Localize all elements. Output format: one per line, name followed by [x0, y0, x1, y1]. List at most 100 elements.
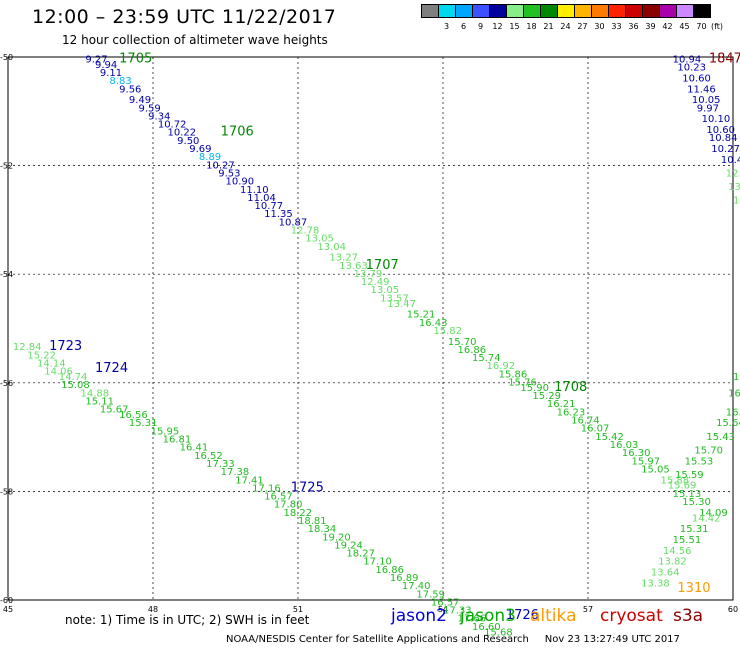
swh-value: 9.34: [148, 111, 170, 122]
swh-value: 16.89: [390, 573, 419, 584]
swh-value: 15.86: [499, 369, 528, 380]
swh-value: 18.81: [298, 516, 327, 527]
swh-value: 14.88: [81, 388, 110, 399]
swh-value: 8.83: [110, 76, 132, 87]
swh-value: 17.10: [363, 557, 392, 568]
pass-time-label: 1725: [291, 480, 324, 495]
swh-value: 15.13: [673, 489, 702, 500]
swh-value: 16.41: [180, 443, 209, 454]
swh-value: 13.63: [339, 261, 368, 272]
swh-value: 15.31: [680, 524, 709, 535]
swh-value: 9.27: [85, 54, 107, 65]
swh-value: 14.74: [59, 372, 88, 383]
swh-value: 9.94: [95, 60, 117, 71]
swh-value: 14.14: [37, 359, 66, 370]
swh-value: 15.22: [27, 350, 56, 361]
swh-value: 15.88: [661, 475, 690, 486]
swh-value: 10.77: [255, 201, 284, 212]
scale-bin: 27: [574, 4, 592, 31]
swh-value: 16.86: [375, 565, 404, 576]
swh-value: 16.0: [728, 388, 740, 399]
pass-time-label: 1723: [49, 339, 82, 354]
swh-value: 16: [733, 372, 740, 383]
swh-value: 15.29: [532, 391, 561, 402]
swh-value: 15.74: [472, 353, 501, 364]
scale-label: 36: [628, 22, 639, 31]
swh-value: 14.09: [699, 508, 728, 519]
x-tick-label: 60: [728, 605, 738, 614]
swh-value: 10.05: [692, 95, 721, 106]
swh-value: 14.42: [692, 513, 721, 524]
pass-time-label: 1708: [554, 380, 587, 395]
swh-value: 10.87: [279, 217, 308, 228]
swh-value: 13.64: [651, 568, 680, 579]
swh-value: 15.43: [706, 432, 735, 443]
swh-value: 11.10: [240, 185, 269, 196]
swh-value: 17.59: [416, 589, 445, 600]
swh-value: 10.27: [206, 160, 235, 171]
scale-bin: 70: [693, 4, 711, 31]
swh-value: 10.45: [721, 155, 740, 166]
x-tick-label: 57: [583, 605, 593, 614]
swh-value: 11.04: [247, 193, 276, 204]
pass-time-label: 1706: [221, 125, 254, 140]
swh-value: 15.97: [632, 456, 661, 467]
scale-label: 21: [543, 22, 554, 31]
legend-jason3: jason3: [460, 606, 516, 626]
swh-value: 16.57: [431, 597, 460, 608]
scale-label: 9: [477, 22, 484, 31]
scale-bin: 12: [489, 4, 507, 31]
swh-value: 16.57: [264, 492, 293, 503]
swh-value: 15.05: [641, 464, 670, 475]
note-text: note: 1) Time is in UTC; 2) SWH is in fe…: [65, 613, 310, 627]
swh-value: 13.1: [728, 182, 740, 193]
pass-time-label: 1705: [119, 51, 152, 66]
swh-value: 15.64: [716, 418, 740, 429]
swh-value: 15.11: [85, 397, 114, 408]
pass-time-label: 1724: [95, 361, 128, 376]
swh-value: 15.67: [100, 405, 129, 416]
scale-label: 15: [509, 22, 520, 31]
scale-bin: 45: [676, 4, 694, 31]
swh-value: 16.86: [458, 345, 487, 356]
swh-value: 16.43: [419, 318, 448, 329]
swh-value: 16.60: [472, 622, 501, 633]
y-tick-label: -54: [0, 270, 13, 279]
scale-label: 42: [662, 22, 673, 31]
legend-jason2: jason2: [391, 606, 447, 626]
chart-subtitle: 12 hour collection of altimeter wave hei…: [62, 33, 328, 47]
swh-value: 15.31: [129, 418, 158, 429]
swh-value: 15.30: [682, 497, 711, 508]
scale-unit: (ft): [710, 22, 724, 31]
scale-label: 27: [577, 22, 588, 31]
x-tick-label: 54: [438, 605, 448, 614]
swh-value: 9.11: [100, 68, 122, 79]
swh-value: 10.60: [682, 73, 711, 84]
swh-value: 10.84: [709, 133, 738, 144]
scale-label: 45: [679, 22, 690, 31]
y-tick-label: -58: [0, 487, 13, 496]
scale-bin: 9: [472, 4, 490, 31]
pass-time-label: 1847: [709, 51, 740, 66]
swh-value: 18.22: [284, 508, 313, 519]
swh-value: 17.38: [221, 467, 250, 478]
color-scale: 3 6 9 12 15 18 21 24 27 30 33 36 39 42 45 70 (ft): [421, 4, 724, 31]
scale-bin: 30: [591, 4, 609, 31]
swh-value: 17.16: [252, 483, 281, 494]
swh-value: 10.90: [226, 177, 255, 188]
x-tick-label: 51: [293, 605, 303, 614]
swh-value: 16.92: [487, 361, 516, 372]
swh-value: 15.08: [61, 380, 90, 391]
chart-title: 12:00 – 23:59 UTC 11/22/2017: [32, 6, 337, 28]
scale-label: 3: [443, 22, 450, 31]
swh-value: 13.82: [658, 557, 687, 568]
scale-bin: 24: [557, 4, 575, 31]
swh-value: 10.22: [168, 128, 197, 139]
swh-value: 15.70: [448, 337, 477, 348]
pass-time-label: 1310: [677, 581, 710, 596]
y-tick-label: -50: [0, 53, 13, 62]
swh-value: 17.33: [206, 459, 235, 470]
pass-time-label: 1707: [366, 258, 399, 273]
swh-value: 15.53: [685, 456, 714, 467]
